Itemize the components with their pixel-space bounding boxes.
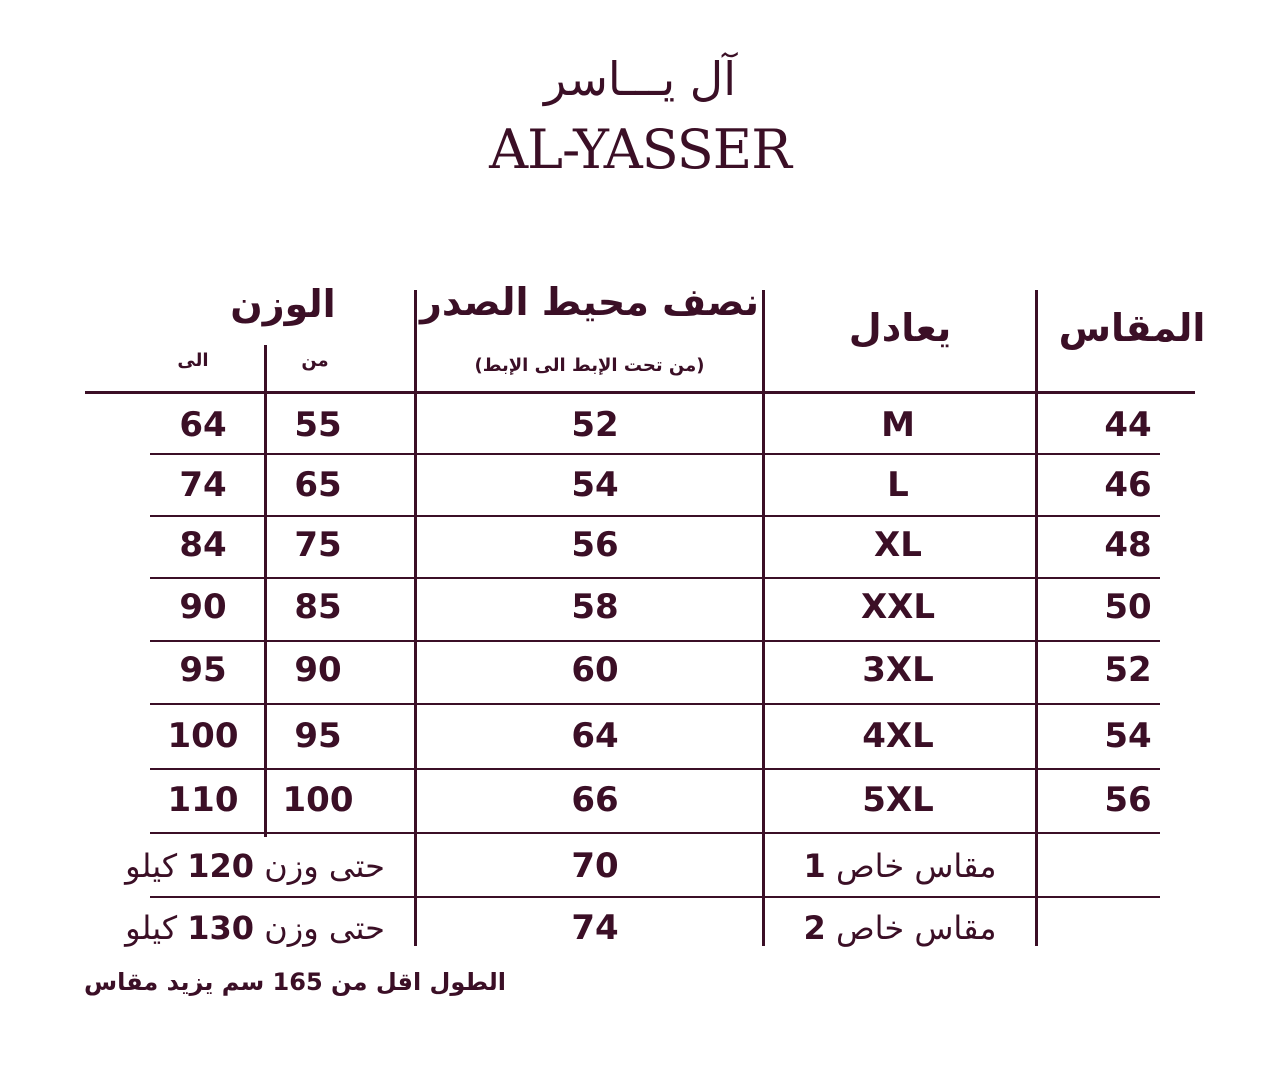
special-size-number: 1 (803, 847, 826, 885)
row-divider (150, 515, 1160, 517)
header-equivalent: يعادل (848, 306, 952, 350)
weight-to-cell: 100 (167, 716, 239, 756)
special-size-label: مقاس خاص 1 (763, 850, 1037, 882)
header-chest: نصف محيط الصدر (419, 280, 760, 324)
equivalent-cell: XL (874, 525, 922, 565)
header-weight-from: من (301, 350, 329, 371)
special-size-number: 2 (803, 909, 826, 947)
row-divider (150, 453, 1160, 455)
header-divider (85, 391, 1195, 394)
size-cell: 46 (1104, 465, 1152, 505)
weight-to-cell: 95 (179, 650, 227, 690)
weight-column-divider (264, 345, 267, 837)
equivalent-cell: L (887, 465, 909, 505)
logo-arabic: آل يـــاسر (544, 52, 736, 106)
equivalent-cell: XXL (860, 587, 936, 627)
equivalent-cell: 5XL (862, 780, 934, 820)
weight-value: 120 (187, 847, 255, 885)
weight-prefix: حتى وزن (264, 909, 385, 947)
size-cell: 48 (1104, 525, 1152, 565)
special-size-text: مقاس خاص (835, 847, 997, 885)
weight-unit: كيلو (125, 847, 178, 885)
row-divider (150, 577, 1160, 579)
weight-to-cell: 90 (179, 587, 227, 627)
weight-from-cell: 65 (294, 465, 342, 505)
header-weight: الوزن (230, 282, 336, 326)
chest-cell: 64 (571, 716, 619, 756)
row-divider (150, 640, 1160, 642)
header-size: المقاس (1058, 306, 1206, 350)
weight-to-cell: 110 (167, 780, 239, 820)
row-divider (150, 768, 1160, 770)
header-weight-to: الى (177, 350, 209, 371)
logo-latin: AL-YASSER (489, 118, 792, 181)
weight-from-cell: 85 (294, 587, 342, 627)
size-cell: 54 (1104, 716, 1152, 756)
weight-value: 130 (187, 909, 255, 947)
chest-cell: 56 (571, 525, 619, 565)
chest-cell: 60 (571, 650, 619, 690)
row-divider (150, 832, 1160, 834)
special-weight: حتى وزن 120 كيلو (100, 850, 410, 882)
chest-cell: 58 (571, 587, 619, 627)
column-divider (1035, 290, 1038, 946)
special-weight: حتى وزن 130 كيلو (100, 912, 410, 944)
chest-cell: 70 (571, 846, 619, 886)
chest-cell: 52 (571, 405, 619, 445)
chest-cell: 54 (571, 465, 619, 505)
weight-from-cell: 90 (294, 650, 342, 690)
equivalent-cell: M (881, 405, 915, 445)
size-cell: 52 (1104, 650, 1152, 690)
weight-from-cell: 55 (294, 405, 342, 445)
chest-cell: 74 (571, 908, 619, 948)
size-cell: 44 (1104, 405, 1152, 445)
header-chest-note: (من تحت الإبط الى الإبط) (474, 355, 705, 376)
weight-to-cell: 64 (179, 405, 227, 445)
equivalent-cell: 4XL (862, 716, 934, 756)
weight-to-cell: 84 (179, 525, 227, 565)
weight-from-cell: 75 (294, 525, 342, 565)
equivalent-cell: 3XL (862, 650, 934, 690)
footer-note: الطول اقل من 165 سم يزيد مقاس (83, 968, 507, 996)
chest-cell: 66 (571, 780, 619, 820)
row-divider (150, 896, 1160, 898)
row-divider (150, 703, 1160, 705)
special-size-text: مقاس خاص (835, 909, 997, 947)
column-divider (762, 290, 765, 946)
special-size-label: مقاس خاص 2 (763, 912, 1037, 944)
size-cell: 56 (1104, 780, 1152, 820)
size-cell: 50 (1104, 587, 1152, 627)
weight-unit: كيلو (125, 909, 178, 947)
column-divider (414, 290, 417, 946)
weight-prefix: حتى وزن (264, 847, 385, 885)
weight-from-cell: 100 (282, 780, 354, 820)
weight-to-cell: 74 (179, 465, 227, 505)
weight-from-cell: 95 (294, 716, 342, 756)
